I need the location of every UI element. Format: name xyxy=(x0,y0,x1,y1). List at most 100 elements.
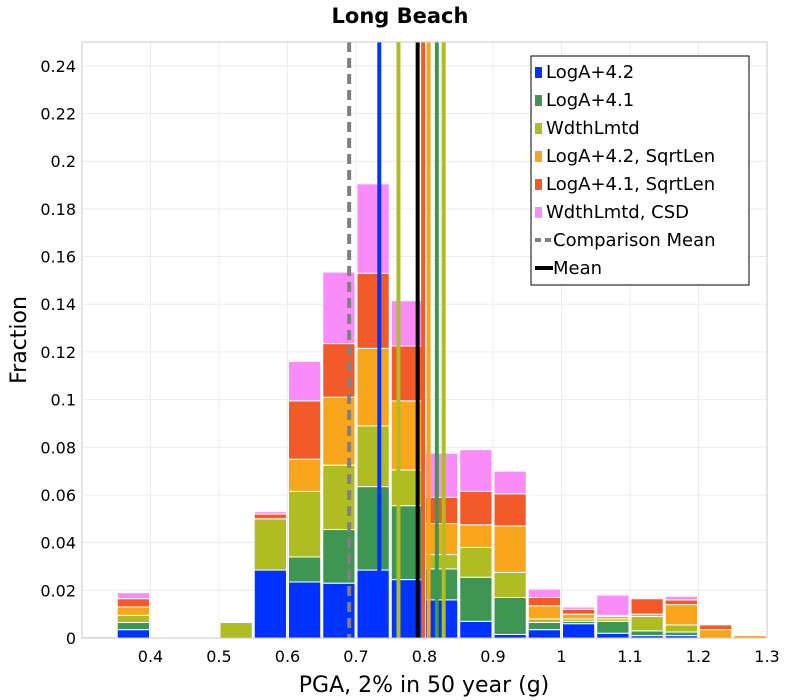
bar-segment xyxy=(425,568,459,601)
bar-segment xyxy=(356,272,390,349)
y-tick-label: 0.04 xyxy=(40,534,76,553)
bar-segment xyxy=(116,598,150,608)
bar-segment xyxy=(527,622,561,631)
bar-segment xyxy=(253,569,287,639)
legend-label: LogA+4.2 xyxy=(546,62,634,83)
legend-swatch xyxy=(535,123,542,134)
bar-segment xyxy=(425,452,459,498)
x-tick-label: 0.6 xyxy=(275,647,300,666)
y-tick-label: 0.22 xyxy=(40,105,76,124)
bar-segment xyxy=(493,596,527,635)
bar-segment xyxy=(356,486,390,571)
bar-segment xyxy=(664,604,698,626)
bar-segment xyxy=(562,623,596,639)
y-tick-label: 0.02 xyxy=(40,581,76,600)
bar-segment xyxy=(664,631,698,637)
bar-segment xyxy=(288,556,322,583)
bar-segment xyxy=(253,511,287,515)
y-tick-label: 0.06 xyxy=(40,486,76,505)
bar-segment xyxy=(356,569,390,639)
legend-label: LogA+4.2, SqrtLen xyxy=(546,146,715,167)
bar-segment xyxy=(459,546,493,578)
legend-label: Mean xyxy=(553,258,602,279)
y-tick-label: 0.24 xyxy=(40,57,76,76)
bar-segment xyxy=(356,183,390,274)
bar-segment xyxy=(288,458,322,492)
y-tick-label: 0.18 xyxy=(40,200,76,219)
bar-segment xyxy=(562,613,596,620)
bar-segment xyxy=(699,629,733,639)
y-tick-label: 0.16 xyxy=(40,248,76,267)
bar-segment xyxy=(562,606,596,610)
y-tick-label: 0.1 xyxy=(51,391,76,410)
legend-swatch xyxy=(535,179,542,190)
bar-segment xyxy=(664,599,698,606)
bar-segment xyxy=(288,400,322,460)
x-tick-label: 0.7 xyxy=(343,647,368,666)
x-tick-label: 1.3 xyxy=(754,647,779,666)
x-axis-label: PGA, 2% in 50 year (g) xyxy=(299,673,550,698)
legend-label: LogA+4.1 xyxy=(546,90,634,111)
legend-label: WdthLmtd xyxy=(546,118,640,139)
bar-segment xyxy=(356,425,390,488)
y-axis-ticks: 0 0.02 0.04 0.06 0.08 0.1 0.12 0.14 0.16 0.18 0.2 0… xyxy=(40,57,76,648)
plot-frame xyxy=(81,41,768,639)
legend-swatch xyxy=(535,95,542,106)
legend: LogA+4.2 LogA+4.1 WdthLmtd LogA+4.2, SqrtLe… xyxy=(530,55,750,286)
bar-segment xyxy=(493,525,527,573)
bar-segment xyxy=(425,523,459,556)
x-tick-label: 1.2 xyxy=(686,647,711,666)
bar-segment xyxy=(459,524,493,548)
bar-segment xyxy=(493,571,527,598)
y-axis-label: Fraction xyxy=(7,296,32,384)
x-axis-ticks: 0.4 0.5 0.6 0.7 0.8 0.9 1 1.1 1.2 1.3 xyxy=(138,647,780,666)
y-tick-label: 0.08 xyxy=(40,438,76,457)
bar-segment xyxy=(527,618,561,624)
bar-segment xyxy=(116,622,150,631)
x-tick-label: 0.4 xyxy=(138,647,163,666)
bar-segment xyxy=(596,594,630,616)
y-tick-label: 0.2 xyxy=(51,152,76,171)
bar-segment xyxy=(288,581,322,639)
bar-segment xyxy=(116,614,150,624)
y-tick-label: 0 xyxy=(66,629,76,648)
x-tick-label: 0.8 xyxy=(412,647,437,666)
bar-segment xyxy=(493,470,527,495)
bar-segment xyxy=(288,490,322,558)
x-tick-label: 1 xyxy=(556,647,566,666)
bar-segment xyxy=(664,624,698,633)
bar-segment xyxy=(630,598,664,615)
legend-label: WdthLmtd, CSD xyxy=(546,202,689,223)
bar-segment xyxy=(459,576,493,622)
bar-segment xyxy=(288,360,322,402)
bar-segment xyxy=(116,606,150,616)
y-tick-label: 0.12 xyxy=(40,343,76,362)
bar-segment xyxy=(253,513,287,520)
mean-lines xyxy=(347,42,446,638)
bar-segment xyxy=(596,632,630,639)
bar-segment xyxy=(116,629,150,639)
bar-segment xyxy=(630,596,664,600)
bar-segment xyxy=(562,608,596,615)
bar-segment xyxy=(356,347,390,427)
bar-segment xyxy=(219,622,253,639)
bar-segment xyxy=(630,616,664,632)
bar-segment xyxy=(116,592,150,600)
x-tick-label: 1.1 xyxy=(617,647,642,666)
bar-segment xyxy=(459,449,493,492)
bar-segment xyxy=(459,490,493,526)
legend-swatch xyxy=(535,67,542,78)
chart-title: Long Beach xyxy=(332,4,469,28)
bar-segment xyxy=(527,605,561,620)
legend-swatch xyxy=(535,207,542,218)
legend-label: LogA+4.1, SqrtLen xyxy=(546,174,715,195)
bar-segment xyxy=(493,493,527,527)
bar-segment xyxy=(630,630,664,637)
bar-segment xyxy=(596,620,630,634)
bar-segment xyxy=(493,633,527,639)
bar-segment xyxy=(527,596,561,607)
bar-segment xyxy=(459,620,493,639)
bar-segment xyxy=(527,588,561,598)
legend-swatch xyxy=(535,151,542,162)
